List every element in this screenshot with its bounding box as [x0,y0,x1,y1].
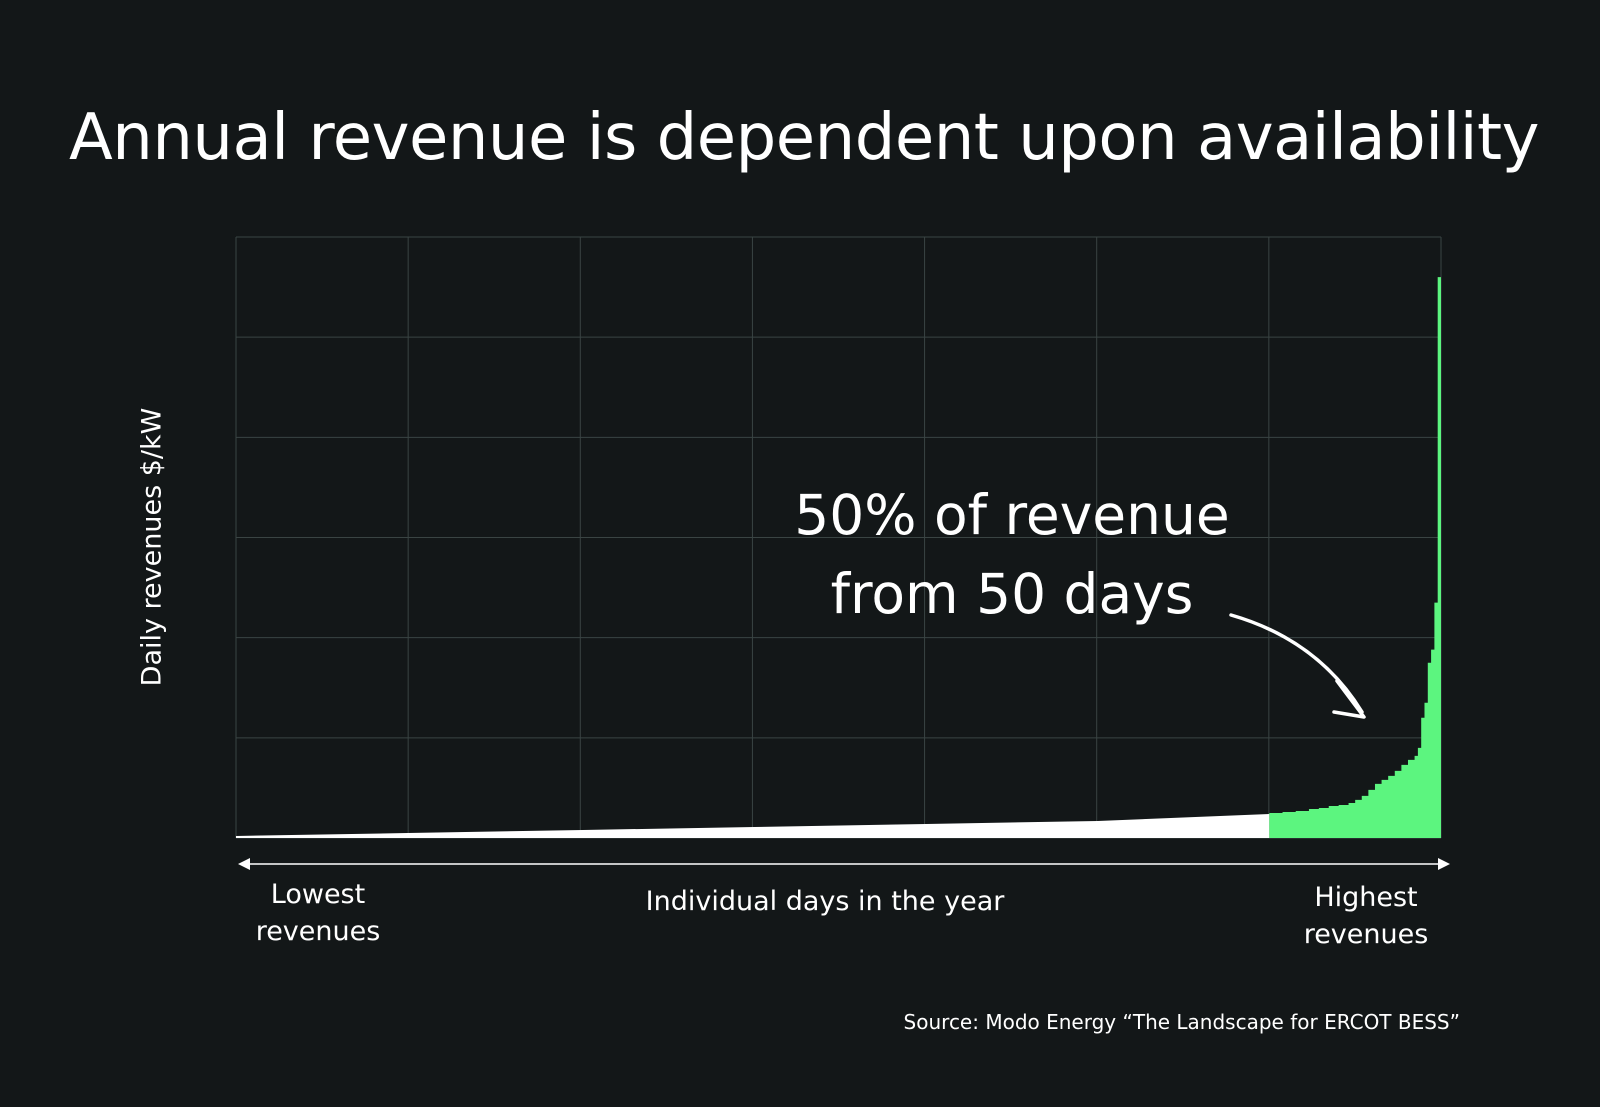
x-start-label-line2: revenues [255,916,381,947]
x-end-label-line2: revenues [1303,919,1429,950]
annotation-line-1: 50% of revenue [794,483,1230,547]
y-axis-label: Daily revenues $/kW [136,407,168,687]
chart-title: Annual revenue is dependent upon availab… [69,101,1540,175]
annotation-arrow [1229,613,1364,714]
x-start-label-line1: Lowest [270,879,366,910]
annotation-line-2: from 50 days [830,562,1194,626]
revenue-areas [236,277,1441,839]
annotation-text: 50% of revenue from 50 days [794,476,1229,634]
area-lowest-days [236,813,1270,838]
x-end-label-line1: Highest [1314,882,1418,913]
annotation-arrowhead [1332,679,1366,719]
x-axis-label: Individual days in the year [645,886,1005,917]
area-top-50-days [1269,277,1441,839]
source-note: Source: Modo Energy “The Landscape for E… [903,1010,1460,1034]
x-end-label: Highest revenues [1304,879,1429,953]
x-start-label: Lowest revenues [256,876,381,950]
